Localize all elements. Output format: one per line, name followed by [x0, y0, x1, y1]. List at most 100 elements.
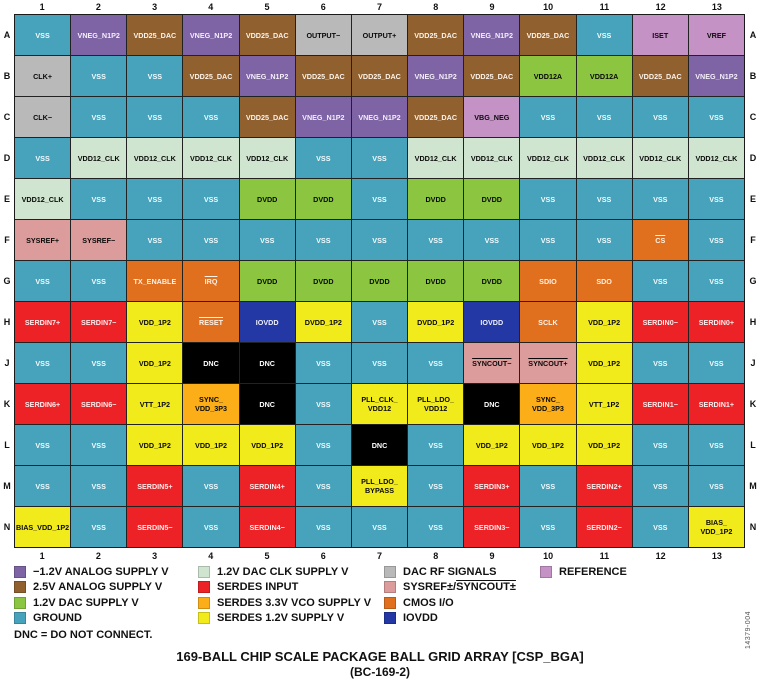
legend-label: CMOS I/O [403, 596, 454, 609]
ball-label: DNC [203, 358, 219, 368]
column-label: 6 [320, 551, 326, 561]
ball-label: DNC [371, 440, 388, 450]
ball-label: VSS [203, 194, 219, 204]
ball-B9: VDD25_DAC [464, 56, 520, 96]
ball-H6: DVDD_1P2 [295, 302, 351, 342]
ball-label: VSS [484, 235, 499, 245]
ball-label: VDD_1P2 [251, 440, 284, 450]
ball-C5: VDD25_DAC [239, 97, 295, 137]
ball-label: VSS [35, 440, 50, 450]
legend: −1.2V ANALOG SUPPLY V 2.5V ANALOG SUPPLY … [0, 564, 760, 626]
ball-D9: VDD12_CLK [464, 138, 520, 178]
ball-label: VSS [35, 481, 50, 491]
column-label: 3 [152, 2, 158, 12]
row-label: J [4, 358, 10, 369]
column-label: 8 [433, 2, 439, 12]
ball-label: BIAS_VDD_1P2 [16, 522, 70, 532]
row-label: B [749, 70, 757, 81]
row-label: N [3, 522, 11, 533]
ball-M5: SERDIN4+ [239, 466, 295, 506]
ball-J13: VSS [688, 343, 744, 383]
ball-M11: SERDIN2+ [576, 466, 632, 506]
ball-A11: VSS [576, 15, 632, 55]
ball-H1: SERDIN7+ [15, 302, 71, 342]
legend-color-swatch [14, 581, 26, 594]
ball-label: VSS [372, 235, 387, 245]
column-label: 13 [711, 2, 722, 12]
ball-label: VSS [91, 522, 106, 532]
ball-N8: VSS [408, 507, 464, 547]
ball-label: VDD12_CLK [190, 153, 232, 163]
legend-color-swatch [198, 596, 210, 609]
ball-label: SCLK [538, 317, 558, 327]
row-label: A [3, 29, 11, 40]
ball-C12: VSS [632, 97, 688, 137]
ball-E9: DVDD [464, 179, 520, 219]
ball-G12: VSS [632, 261, 688, 301]
ball-G8: DVDD [408, 261, 464, 301]
ball-F9: VSS [464, 220, 520, 260]
ball-K13: SERDIN1+ [688, 384, 744, 424]
ball-label: VDD25_DAC [245, 112, 289, 122]
column-label: 8 [433, 551, 439, 561]
ball-label: VSS [316, 358, 331, 368]
ball-N3: SERDIN5− [127, 507, 183, 547]
ball-label: VSS [91, 112, 106, 122]
ball-G9: DVDD [464, 261, 520, 301]
ball-label: VDD12_CLK [21, 194, 64, 204]
row-label: N [749, 522, 757, 533]
ball-label: DNC [259, 358, 275, 368]
column-label: 5 [264, 2, 270, 12]
ball-label: VDD_1P2 [138, 317, 171, 327]
column-label: 3 [152, 551, 158, 561]
ball-B13: VNEG_N1P2 [688, 56, 744, 96]
column-label: 10 [543, 551, 554, 561]
ball-D6: VSS [295, 138, 351, 178]
legend-item: SERDES 3.3V VCO SUPPLY V [198, 595, 371, 611]
column-label: 4 [208, 2, 214, 12]
legend-column: 1.2V DAC CLK SUPPLY V SERDES INPUT SERDES … [198, 564, 371, 626]
ball-F1: SYSREF+ [15, 220, 71, 260]
row-label: J [750, 358, 756, 369]
ball-label: VSS [316, 481, 331, 491]
ball-label: DVDD [257, 194, 278, 204]
ball-label: VNEG_N1P2 [189, 30, 233, 40]
ball-C11: VSS [576, 97, 632, 137]
ball-F11: VSS [576, 220, 632, 260]
ball-E1: VDD12_CLK [15, 179, 71, 219]
ball-E10: VSS [520, 179, 576, 219]
ball-B1: CLK+ [15, 56, 71, 96]
ball-label: VSS [596, 30, 612, 40]
ball-label: VDD25_DAC [526, 30, 570, 40]
ball-L11: VDD_1P2 [576, 425, 632, 465]
ball-F3: VSS [127, 220, 183, 260]
row-label: C [3, 111, 11, 122]
ball-D4: VDD12_CLK [183, 138, 239, 178]
ball-K6: VSS [295, 384, 351, 424]
ball-M8: VSS [408, 466, 464, 506]
ball-label: VSS [372, 153, 387, 163]
ball-label: PLL_LDO_ VDD12 [417, 395, 455, 413]
ball-label: SERDIN1+ [698, 399, 735, 409]
ball-K4: SYNC_ VDD_3P3 [183, 384, 239, 424]
ball-label: SYSREF+ [26, 235, 60, 245]
legend-label: SERDES 1.2V SUPPLY V [217, 612, 345, 625]
ball-label: VSS [259, 235, 275, 245]
dnc-note: DNC = DO NOT CONNECT. [14, 629, 153, 641]
ball-label: VDD12_CLK [583, 153, 626, 163]
ball-J9: SYNCOUT− [464, 343, 520, 383]
row-label: D [3, 152, 11, 163]
ball-N6: VSS [295, 507, 351, 547]
legend-item: 2.5V ANALOG SUPPLY V [14, 580, 169, 596]
ball-J12: VSS [632, 343, 688, 383]
legend-label: SYSREF±/SYNCOUT± [403, 581, 516, 594]
ball-D7: VSS [351, 138, 408, 178]
ball-label: VSS [653, 112, 668, 122]
ball-L2: VSS [71, 425, 127, 465]
ball-N4: VSS [183, 507, 239, 547]
ball-label: SDIO [539, 276, 557, 286]
ball-label: VDD25_DAC [245, 30, 289, 40]
ball-M4: VSS [183, 466, 239, 506]
ball-L12: VSS [632, 425, 688, 465]
